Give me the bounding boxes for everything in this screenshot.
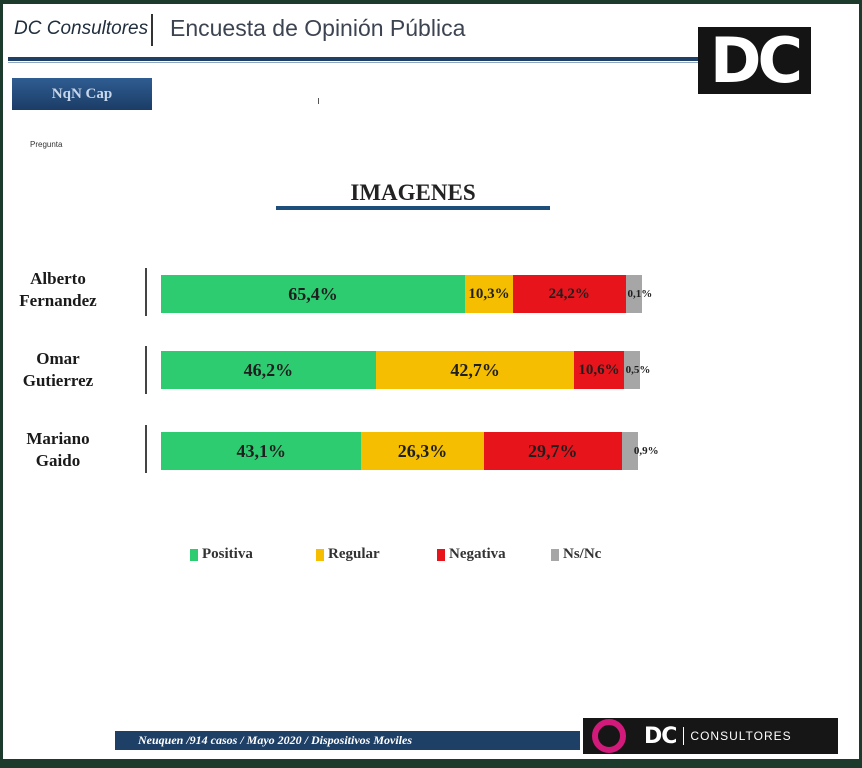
data-label: 0,9% xyxy=(633,445,659,457)
tick-mark xyxy=(318,98,319,104)
bar-segment-positiva: 43,1% xyxy=(161,432,362,470)
brand-separator xyxy=(151,14,153,46)
ring-icon xyxy=(592,719,626,753)
row-axis-line xyxy=(145,425,147,473)
legend-swatch xyxy=(316,548,324,561)
bar-segment-negativa: 24,2% xyxy=(513,275,626,313)
frame-right xyxy=(859,0,862,768)
legend-item-positiva: Positiva xyxy=(190,546,253,563)
bar-segment-regular: 10,3% xyxy=(465,275,513,313)
data-label: 0,1% xyxy=(627,288,653,300)
data-label: 24,2% xyxy=(548,285,590,302)
legend-item-nsnc: Ns/Nc xyxy=(551,546,601,563)
data-label: 65,4% xyxy=(288,283,338,304)
legend-label: Positiva xyxy=(202,546,253,562)
row-axis-line xyxy=(145,268,147,316)
chart-title: IMAGENES xyxy=(350,180,476,205)
frame-top xyxy=(0,0,862,4)
bar-segment-nsnc: 0,1% xyxy=(625,275,652,313)
footer-logo: DC CONSULTORES xyxy=(583,718,838,754)
legend-label: Ns/Nc xyxy=(563,546,602,562)
data-label: 46,2% xyxy=(243,359,294,380)
data-label: 42,7% xyxy=(450,359,500,380)
chart-legend: Positiva Regular Negativa Ns/Nc xyxy=(0,546,862,566)
bar-segment-regular: 26,3% xyxy=(361,432,484,470)
frame-left xyxy=(0,0,3,768)
footer-info: Neuquen /914 casos / Mayo 2020 / Disposi… xyxy=(115,731,580,750)
data-label: 43,1% xyxy=(236,440,286,461)
brand-name: DC Consultores xyxy=(14,18,149,39)
data-label: 10,3% xyxy=(468,285,510,302)
dc-logo: DC xyxy=(698,27,811,94)
bar-segment-nsnc: 0,5% xyxy=(623,351,650,389)
bar-segment-positiva: 46,2% xyxy=(161,351,376,389)
dc-logo-text: DC xyxy=(710,23,803,97)
page-title: Encuesta de Opinión Pública xyxy=(170,15,466,41)
row-label: Alberto Fernandez xyxy=(19,269,97,310)
legend-item-negativa: Negativa xyxy=(437,546,506,563)
chart-title-underline xyxy=(276,206,550,210)
data-label: 0,5% xyxy=(625,364,651,376)
question-label: Pregunta xyxy=(30,140,63,149)
legend-swatch xyxy=(437,548,445,561)
title-underline xyxy=(8,57,698,61)
title-underline-thin xyxy=(8,62,698,63)
data-label: 10,6% xyxy=(578,361,620,378)
data-label: 29,7% xyxy=(528,440,578,461)
bar-segment-negativa: 10,6% xyxy=(574,351,624,389)
region-tag: NqN Cap xyxy=(12,78,152,110)
row-label: Omar Gutierrez xyxy=(22,349,94,390)
footer-logo-dc: DC xyxy=(644,723,677,749)
bar-segment-nsnc: 0,9% xyxy=(621,432,659,470)
legend-label: Regular xyxy=(328,546,380,562)
legend-swatch xyxy=(190,548,198,561)
legend-item-regular: Regular xyxy=(316,546,380,563)
row-axis-line xyxy=(145,346,147,394)
legend-swatch xyxy=(551,548,559,561)
footer-logo-consultores: CONSULTORES xyxy=(690,729,792,743)
frame-bottom xyxy=(0,759,862,768)
data-label: 26,3% xyxy=(397,440,448,461)
row-label: Mariano Gaido xyxy=(26,429,90,470)
legend-label: Negativa xyxy=(449,546,506,562)
bar-segment-regular: 42,7% xyxy=(375,351,575,389)
bar-segment-negativa: 29,7% xyxy=(483,432,622,470)
bar-segment-positiva: 65,4% xyxy=(161,275,466,313)
footer-logo-divider xyxy=(683,727,685,745)
